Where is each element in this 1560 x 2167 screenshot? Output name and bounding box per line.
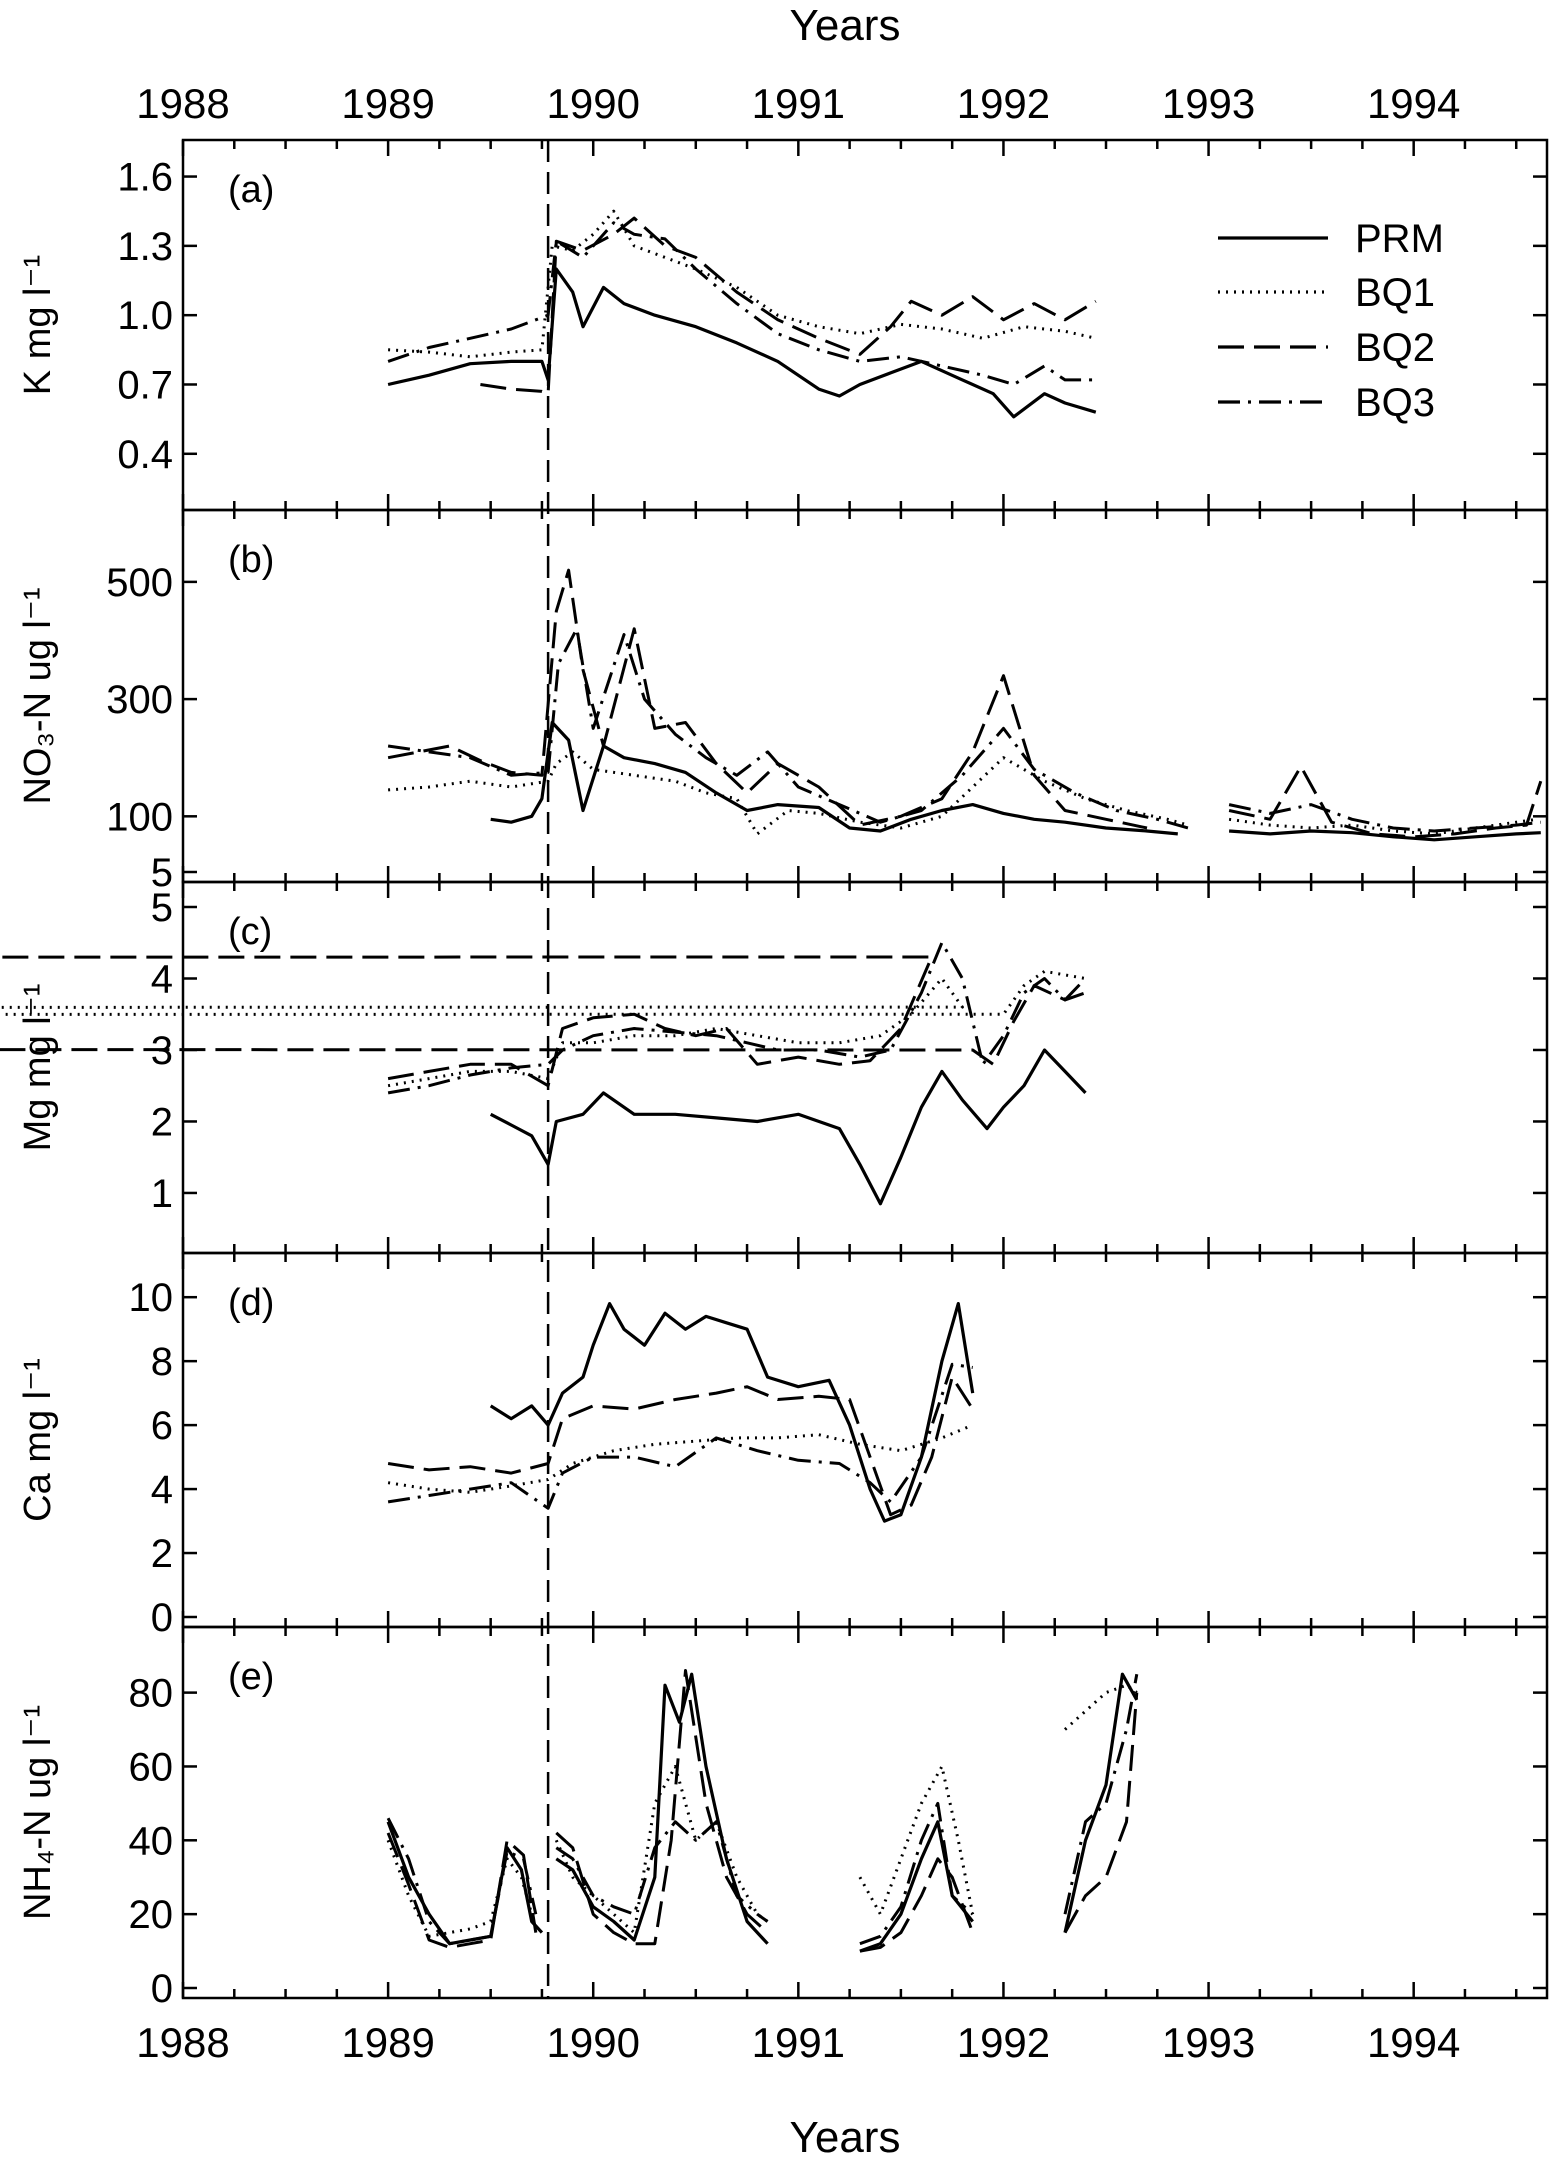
series-line-bq3 bbox=[1228, 803, 1541, 833]
y-tick-label: 40 bbox=[129, 1819, 174, 1863]
panel-label: (d) bbox=[228, 1282, 274, 1324]
y-tick-label: 0 bbox=[151, 1967, 173, 2011]
y-tick-label: 2 bbox=[151, 1532, 173, 1576]
y-tick-label: 80 bbox=[129, 1672, 174, 1716]
series-line-prm bbox=[387, 267, 1097, 419]
panel-frame bbox=[181, 880, 1549, 1255]
bottom-year-tick-label: 1988 bbox=[136, 2019, 229, 2066]
y-axis-label: K mg l⁻¹ bbox=[17, 255, 59, 395]
series-line-bq1 bbox=[387, 1423, 974, 1494]
series-line-bq1 bbox=[386, 1839, 538, 1938]
panel-label: (e) bbox=[228, 1656, 274, 1698]
legend-label-bq1: BQ1 bbox=[1355, 271, 1435, 315]
y-tick-label: 60 bbox=[129, 1745, 174, 1789]
top-year-tick-label: 1992 bbox=[957, 80, 1050, 127]
series-line-bq2 bbox=[386, 1832, 538, 1949]
legend-label-prm: PRM bbox=[1355, 217, 1444, 261]
series-line-bq3 bbox=[387, 627, 1189, 830]
panel-e: 0 20 40 60 80 NH₄-N ug l⁻¹ (e) bbox=[17, 1625, 1549, 2011]
series-line-bq3 bbox=[387, 1362, 973, 1510]
bottom-year-tick-label: 1992 bbox=[957, 2019, 1050, 2066]
legend-label-bq3: BQ3 bbox=[1355, 381, 1435, 425]
top-year-tick-label: 1993 bbox=[1162, 80, 1255, 127]
panel-a: 0.4 0.7 1.0 1.3 1.6 K mg l⁻¹ (a) bbox=[17, 138, 1549, 512]
series-line-bq3 bbox=[387, 941, 1086, 1095]
y-tick-label: 6 bbox=[151, 1404, 173, 1448]
series-line-prm bbox=[1063, 1672, 1139, 1933]
y-tick-label: 1.6 bbox=[117, 156, 173, 200]
top-year-tick-label: 1991 bbox=[752, 80, 845, 127]
top-axis-title: Years bbox=[790, 1, 901, 50]
top-year-tick-label: 1988 bbox=[136, 80, 229, 127]
y-tick-label: 5 bbox=[151, 851, 173, 895]
y-tick-label: 0.4 bbox=[117, 433, 173, 477]
series-line-bq1 bbox=[1063, 1683, 1138, 1731]
y-tick-label: 0 bbox=[151, 1596, 173, 1640]
series-line-bq2 bbox=[387, 568, 1148, 830]
y-tick-label: 8 bbox=[151, 1340, 173, 1384]
series-line-bq2 bbox=[480, 216, 1097, 396]
panel-label: (c) bbox=[228, 911, 272, 953]
series-line-bq1 bbox=[388, 209, 1097, 359]
y-axis-label: Ca mg l⁻¹ bbox=[17, 1358, 59, 1522]
bottom-year-tick-label: 1993 bbox=[1162, 2019, 1255, 2066]
series-line-bq3 bbox=[555, 1820, 769, 1923]
top-year-tick-label: 1990 bbox=[547, 80, 640, 127]
y-tick-label: 1.0 bbox=[117, 294, 173, 338]
bottom-year-tick-label: 1990 bbox=[547, 2019, 640, 2066]
y-tick-label: 500 bbox=[106, 561, 173, 605]
panel-label: (a) bbox=[228, 169, 274, 211]
y-tick-label: 300 bbox=[106, 678, 173, 722]
y-axis-label: NH₄-N ug l⁻¹ bbox=[17, 1705, 59, 1920]
panel-frame bbox=[181, 1625, 1549, 2000]
top-year-tick-label: 1994 bbox=[1367, 80, 1460, 127]
bottom-axis-title: Years bbox=[790, 2113, 901, 2162]
panel-frame bbox=[181, 138, 1549, 512]
series-line-prm bbox=[489, 1048, 1087, 1206]
series-line-bq3 bbox=[859, 1801, 974, 1946]
y-tick-label: 2 bbox=[151, 1100, 173, 1144]
panel-label: (b) bbox=[228, 539, 274, 581]
bottom-year-tick-label: 1994 bbox=[1367, 2019, 1460, 2066]
y-tick-label: 5 bbox=[151, 886, 173, 930]
legend-label-bq2: BQ2 bbox=[1355, 326, 1435, 370]
y-tick-label: 10 bbox=[129, 1276, 174, 1320]
series-line-bq2 bbox=[387, 1375, 974, 1517]
series-line-bq1 bbox=[858, 1765, 975, 1916]
chart-layers: 1988 1988 1989 1989 1990 1990 1991 1991 1992 1992… bbox=[0, 80, 1549, 2066]
series-line-prm bbox=[386, 1821, 544, 1946]
series-line-bq2 bbox=[859, 1857, 975, 1953]
y-tick-label: 1 bbox=[151, 1172, 173, 1216]
y-tick-label: 0.7 bbox=[117, 363, 173, 407]
series-line-prm bbox=[490, 720, 1178, 836]
y-tick-label: 100 bbox=[106, 795, 173, 839]
top-year-tick-label: 1989 bbox=[341, 80, 434, 127]
y-tick-label: 20 bbox=[129, 1893, 174, 1937]
series-line-bq2 bbox=[1228, 765, 1543, 839]
series-line-bq3 bbox=[387, 221, 1096, 386]
bottom-year-tick-label: 1989 bbox=[341, 2019, 434, 2066]
panel-d: 0 2 4 6 8 10 Ca mg l⁻¹ (d) bbox=[17, 1251, 1549, 1640]
series-line-prm bbox=[489, 1301, 975, 1523]
series-line-bq3 bbox=[1063, 1673, 1139, 1915]
y-axis-label: Mg mg l⁻¹ bbox=[17, 984, 59, 1152]
panel-b: 5 100 300 500 NO₃-N ug l⁻¹ (b) bbox=[17, 508, 1549, 895]
y-tick-label: 4 bbox=[151, 1468, 173, 1512]
y-axis-label: NO₃-N ug l⁻¹ bbox=[17, 587, 59, 804]
y-tick-label: 1.3 bbox=[117, 225, 173, 269]
series-line-bq2 bbox=[0, 955, 1087, 1088]
series-line-bq2 bbox=[555, 1669, 769, 1946]
y-tick-label: 4 bbox=[151, 957, 173, 1001]
series-line-bq2 bbox=[1063, 1692, 1139, 1934]
bottom-year-tick-label: 1991 bbox=[752, 2019, 845, 2066]
series-line-bq1 bbox=[0, 969, 1086, 1088]
